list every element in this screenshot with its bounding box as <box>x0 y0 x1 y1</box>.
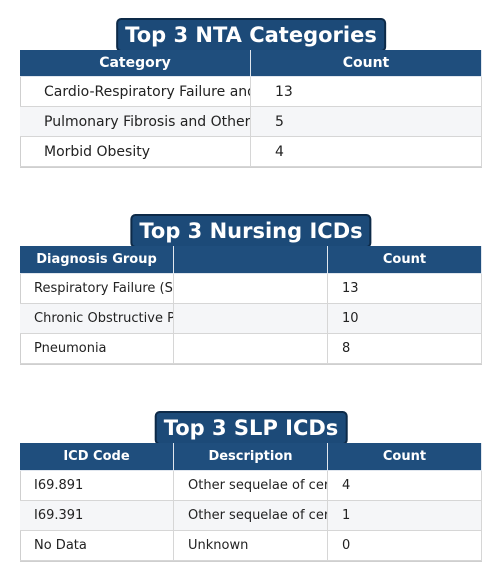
table-cell <box>174 304 328 334</box>
table-cell: 13 <box>328 274 482 304</box>
column-header: Description <box>174 443 328 471</box>
column-header: Count <box>251 50 482 77</box>
table-cell: I69.891 <box>20 471 174 501</box>
table-cell: Other sequelae of cereb <box>174 471 328 501</box>
table-cell: 10 <box>328 304 482 334</box>
table-cell: 4 <box>251 137 482 167</box>
table-cell: Cardio-Respiratory Failure and S <box>20 77 251 107</box>
table-cell <box>174 334 328 364</box>
column-header: Category <box>20 50 251 77</box>
table-cell: 0 <box>328 531 482 561</box>
table-cell: I69.391 <box>20 501 174 531</box>
column-header: Count <box>328 443 482 471</box>
table-cell: 1 <box>328 501 482 531</box>
table-cell: Chronic Obstructive Pul <box>20 304 174 334</box>
column-header: ICD Code <box>20 443 174 471</box>
table-cell: 5 <box>251 107 482 137</box>
table-title: Top 3 Nursing ICDs <box>130 214 372 248</box>
table-cell: Unknown <box>174 531 328 561</box>
table-cell: Morbid Obesity <box>20 137 251 167</box>
table-cell <box>174 274 328 304</box>
table-cell: 8 <box>328 334 482 364</box>
table-title: Top 3 NTA Categories <box>116 18 386 52</box>
table-cell: Pulmonary Fibrosis and Other C <box>20 107 251 137</box>
table-cell: 4 <box>328 471 482 501</box>
table-title: Top 3 SLP ICDs <box>154 411 348 445</box>
column-header: Count <box>328 246 482 274</box>
column-header <box>174 246 328 274</box>
table-cell: 13 <box>251 77 482 107</box>
table-cell: Other sequelae of cereb <box>174 501 328 531</box>
column-header: Diagnosis Group <box>20 246 174 274</box>
table-cell: Respiratory Failure (SCI <box>20 274 174 304</box>
table-cell: Pneumonia <box>20 334 174 364</box>
table-cell: No Data <box>20 531 174 561</box>
